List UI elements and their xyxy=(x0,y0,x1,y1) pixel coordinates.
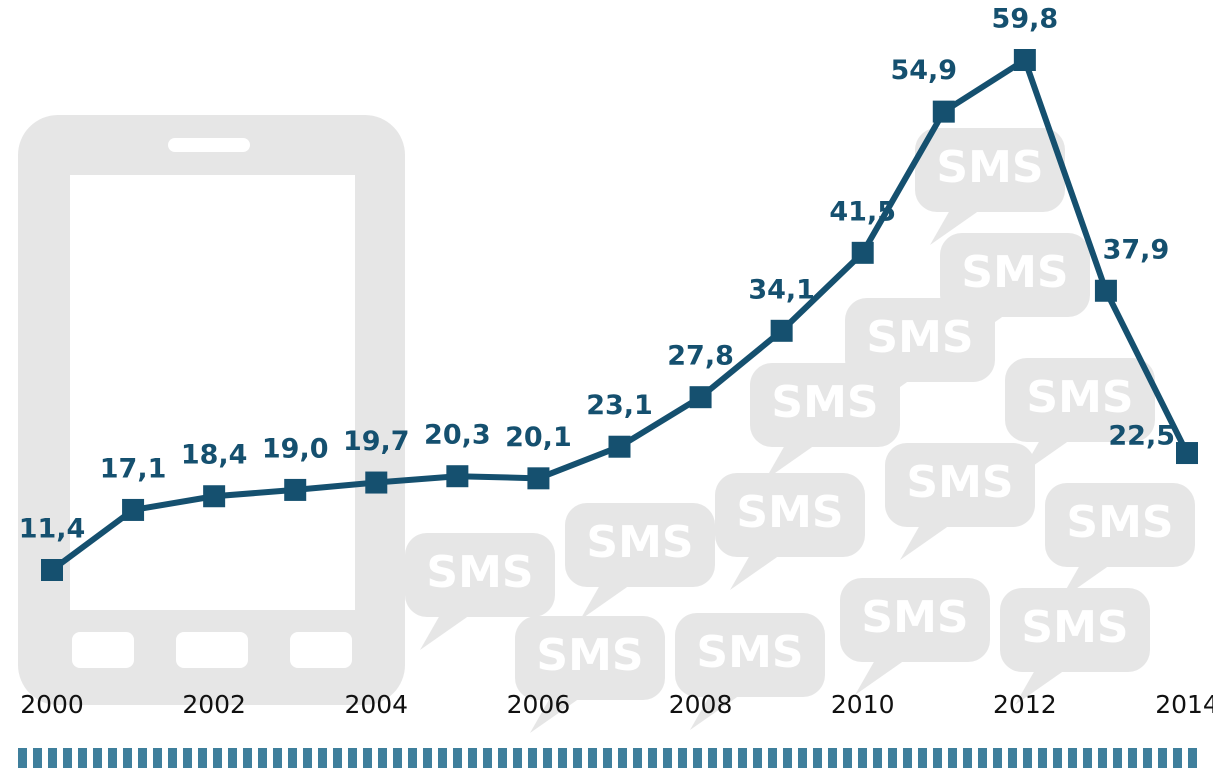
marker xyxy=(771,320,793,342)
sms-text: SMS xyxy=(866,312,973,363)
x-tick-label: 2006 xyxy=(507,690,571,719)
sms-text: SMS xyxy=(771,377,878,428)
data-label: 18,4 xyxy=(181,440,248,471)
marker xyxy=(365,472,387,494)
marker xyxy=(203,485,225,507)
x-tick-label: 2000 xyxy=(20,690,84,719)
marker xyxy=(1095,280,1117,302)
sms-text: SMS xyxy=(861,592,968,643)
sms-text: SMS xyxy=(536,630,643,681)
marker xyxy=(122,499,144,521)
x-tick-label: 2002 xyxy=(182,690,246,719)
marker xyxy=(527,467,549,489)
data-label: 34,1 xyxy=(748,274,815,305)
sms-text: SMS xyxy=(1021,602,1128,653)
data-label: 19,7 xyxy=(343,426,410,457)
sms-text: SMS xyxy=(1066,497,1173,548)
x-tick-label: 2012 xyxy=(993,690,1057,719)
sms-bubble-tail xyxy=(580,585,630,620)
data-label: 20,1 xyxy=(505,422,572,453)
sms-text: SMS xyxy=(586,517,693,568)
sms-text: SMS xyxy=(1026,372,1133,423)
sms-bubble-tail xyxy=(900,525,950,560)
sms-text: SMS xyxy=(906,457,1013,508)
data-label: 19,0 xyxy=(262,433,329,464)
sms-text: SMS xyxy=(936,142,1043,193)
data-label: 27,8 xyxy=(667,341,734,372)
data-label: 54,9 xyxy=(890,55,957,86)
data-label: 59,8 xyxy=(992,4,1059,35)
marker xyxy=(41,559,63,581)
marker xyxy=(446,465,468,487)
sms-text: SMS xyxy=(736,487,843,538)
sms-text: SMS xyxy=(426,547,533,598)
x-tick-label: 2008 xyxy=(669,690,733,719)
phone-illustration xyxy=(18,115,405,705)
sms-text: SMS xyxy=(961,247,1068,298)
marker xyxy=(284,479,306,501)
marker xyxy=(690,386,712,408)
data-label: 41,5 xyxy=(829,196,896,227)
x-tick-label: 2014 xyxy=(1155,690,1213,719)
x-tick-label: 2010 xyxy=(831,690,895,719)
marker xyxy=(1176,442,1198,464)
sms-bubble-tail xyxy=(730,555,780,590)
data-label: 20,3 xyxy=(424,420,491,451)
sms-bubble-tail xyxy=(420,615,470,650)
chart: SMSSMSSMSSMSSMSSMSSMSSMSSMSSMSSMSSMSSMSS… xyxy=(0,0,1213,771)
data-label: 11,4 xyxy=(19,514,86,545)
data-label: 37,9 xyxy=(1103,234,1170,265)
data-label: 17,1 xyxy=(100,453,167,484)
marker xyxy=(852,242,874,264)
sms-text: SMS xyxy=(696,627,803,678)
data-label: 23,1 xyxy=(586,390,653,421)
marker xyxy=(1014,49,1036,71)
marker xyxy=(933,101,955,123)
marker xyxy=(609,436,631,458)
x-tick-label: 2004 xyxy=(344,690,408,719)
data-label: 22,5 xyxy=(1108,421,1175,452)
